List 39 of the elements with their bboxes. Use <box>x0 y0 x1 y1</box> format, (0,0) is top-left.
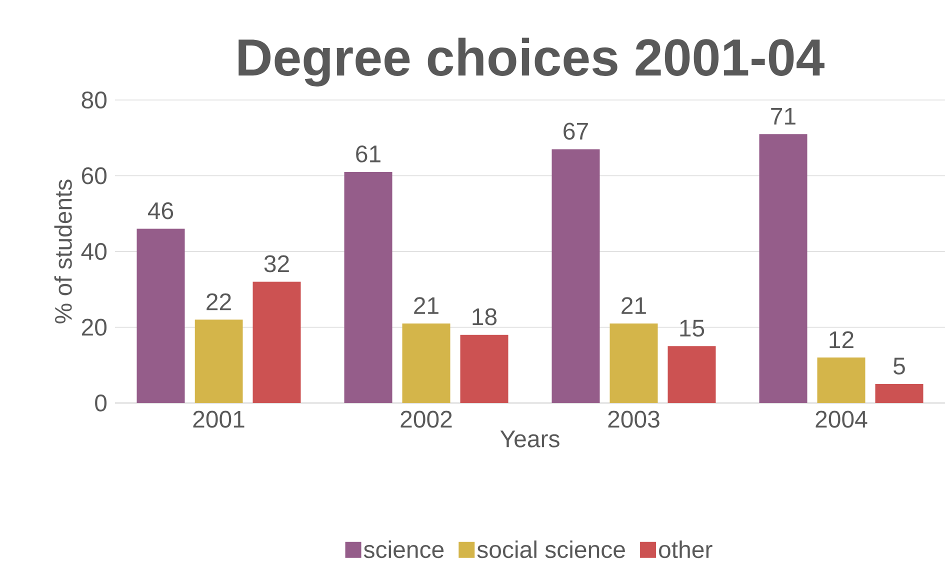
bar <box>759 134 808 403</box>
y-tick-label: 60 <box>82 167 107 184</box>
legend-label: other <box>659 540 712 558</box>
bar <box>402 323 450 403</box>
data-label: 61 <box>356 145 380 162</box>
data-label: 21 <box>622 297 646 314</box>
bar <box>552 149 600 403</box>
bar <box>460 334 508 403</box>
bar <box>136 228 185 403</box>
x-tick-label: 2002 <box>400 410 452 428</box>
data-label: 22 <box>206 293 231 310</box>
y-tick-label: 40 <box>81 243 107 260</box>
data-label: 46 <box>148 202 174 220</box>
bar <box>194 320 243 403</box>
bar <box>252 282 301 403</box>
data-label: 32 <box>264 255 289 272</box>
data-label: 67 <box>564 122 588 140</box>
data-label: 12 <box>830 331 854 348</box>
x-tick-label: 2004 <box>816 410 868 428</box>
y-tick-label: 20 <box>82 318 107 336</box>
data-label: 15 <box>680 320 704 337</box>
y-tick-label: 0 <box>95 394 107 412</box>
bar <box>817 358 866 403</box>
data-label: 71 <box>771 108 796 125</box>
chart-title: Degree choices 2001-04 <box>238 38 824 86</box>
bar <box>344 172 392 403</box>
legend-label: science <box>364 540 444 558</box>
bar <box>610 323 658 403</box>
data-label: 18 <box>472 308 497 326</box>
data-label: 21 <box>414 297 438 314</box>
y-tick-label: 80 <box>82 92 107 108</box>
x-tick-label: 2003 <box>608 410 660 428</box>
data-label: 5 <box>894 358 905 375</box>
y-axis-title: % of students <box>54 180 72 324</box>
x-axis-title: Years <box>500 430 560 448</box>
x-tick-label: 2001 <box>193 410 244 428</box>
bar <box>668 346 716 403</box>
bar <box>875 384 924 403</box>
legend-label: social science <box>477 540 625 558</box>
